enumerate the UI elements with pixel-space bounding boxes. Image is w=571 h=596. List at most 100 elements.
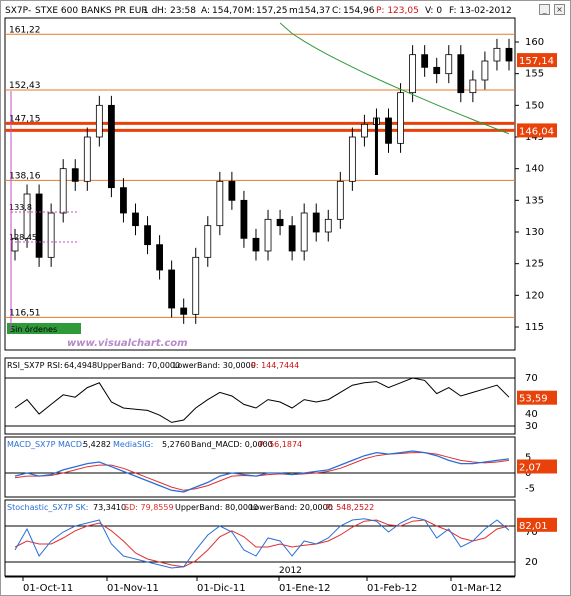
header-f: F: 13-02-2012 — [449, 6, 512, 16]
stoch-axis: 70 20 — [525, 527, 538, 568]
candle-body — [288, 225, 296, 252]
stoch-tick-label: 70 — [525, 527, 538, 538]
level-label: 152,43 — [9, 81, 41, 91]
header-mm-value: 154,37 — [299, 6, 331, 16]
candle-body — [192, 256, 200, 315]
macd-sig-label: MediaSIG: — [113, 440, 153, 449]
price-panel[interactable]: 160 155 150 145 140 135 130 125 120 115 161,22 152… — [4, 17, 557, 351]
header-mm-label: m: — [289, 6, 301, 16]
stoch-tick-label: 20 — [525, 557, 538, 568]
candle-body — [168, 269, 176, 309]
price-tick-label: 140 — [525, 164, 544, 175]
candle-body — [481, 60, 489, 81]
candle-body — [433, 66, 441, 75]
candle-body — [59, 168, 67, 214]
rsi-lower: LowerBand: 30,0000 — [173, 361, 256, 370]
rsi-tick-label: 70 — [525, 373, 538, 384]
level-price-tag-bg — [517, 123, 557, 138]
macd-tick-label: 0 — [525, 468, 531, 479]
x-tick-label: 01-Oct-11 — [23, 583, 73, 594]
stoch-upper: UpperBand: 80,0000 — [175, 503, 258, 512]
last-price-tag: 157,14 — [519, 56, 554, 67]
candle-body — [445, 54, 453, 75]
price-tick-label: 160 — [525, 37, 544, 48]
stoch-tag: 82,01 — [519, 521, 548, 532]
header-m-label: M: — [244, 6, 255, 16]
rsi-name: RSI_SX7P RSI: — [7, 361, 63, 370]
candle-body — [216, 180, 224, 227]
candle-body — [11, 237, 19, 252]
rsi-bands — [5, 377, 515, 427]
header-name: STXE 600 BANKS PR EUR — [35, 6, 148, 16]
rsi-tick-label: 40 — [525, 409, 538, 420]
level-label: 147,15 — [9, 114, 41, 124]
header-p: P: 123,05 — [376, 6, 419, 16]
candle-body — [132, 212, 139, 227]
stochastic-panel[interactable]: Stochastic_SX7P SK: 73,3410 SD: 79,8559 … — [4, 499, 557, 577]
moving-average-line — [279, 22, 510, 135]
header-a-value: 154,70 — [212, 6, 244, 16]
stoch-p: P: 548,2522 — [326, 503, 374, 512]
candle-body — [348, 136, 356, 182]
candle-body — [120, 187, 127, 214]
stoch-name: Stochastic_SX7P SK: — [7, 503, 88, 512]
stoch-sk-line — [14, 516, 510, 569]
candle-body — [180, 307, 188, 315]
candle-body — [144, 225, 151, 246]
candle-body — [361, 123, 368, 138]
year-label: 2012 — [279, 566, 302, 576]
stoch-lower: LowerBand: 20,0000 — [250, 503, 333, 512]
candle-body — [156, 244, 163, 271]
watermark: www.visualchart.com — [67, 338, 188, 349]
price-tick-label: 155 — [525, 69, 544, 80]
header-h-value: 23:58 — [170, 6, 196, 16]
candle-body — [252, 237, 260, 252]
header-c-label: C: — [332, 6, 341, 16]
rsi-tag: 53,59 — [519, 394, 548, 405]
candle-body — [421, 54, 429, 68]
header-c-value: 154,96 — [343, 6, 375, 16]
price-tick-label: 130 — [525, 227, 544, 238]
candle-body — [23, 193, 31, 239]
header-a-label: A: — [201, 6, 210, 16]
candles — [11, 38, 513, 324]
candle-body — [204, 225, 212, 258]
candle-body — [493, 47, 501, 62]
rsi-p: P: 144,7444 — [251, 361, 299, 370]
sin-ordenes-label: Sin órdenes — [10, 324, 57, 334]
rsi-tag-bg — [517, 390, 557, 405]
candle-body — [312, 212, 320, 233]
candle-body — [457, 54, 465, 94]
left-label-1: 133,8 — [9, 203, 32, 212]
candle-body — [276, 218, 284, 227]
candle-body — [83, 136, 91, 182]
macd-sig-value: 5,2760 — [162, 440, 190, 449]
candle-body — [336, 180, 344, 220]
rsi-tick-label: 30 — [525, 421, 538, 432]
close-icon[interactable]: × — [554, 4, 565, 15]
price-tick-label: 135 — [525, 195, 544, 206]
price-header: SX7P - STXE 600 BANKS PR EUR 1 d H: 23:5… — [5, 6, 512, 16]
time-axis: 01-Oct-11 01-Nov-11 01-Dic-11 01-Ene-12 01-F… — [5, 576, 515, 594]
macd-tick-label: -5 — [525, 484, 535, 495]
macd-line — [14, 450, 510, 493]
candle-body — [107, 104, 115, 189]
candle-body — [385, 117, 392, 144]
stoch-value: 73,3410 — [93, 503, 126, 512]
candle-body — [409, 54, 417, 94]
minimize-icon[interactable]: _ — [539, 4, 550, 15]
macd-tag-bg — [517, 459, 557, 474]
candle-body — [469, 79, 477, 94]
header-h-label: H: — [157, 6, 167, 16]
macd-panel[interactable]: MACD_SX7P MACD: 5,4282 MediaSIG: 5,2760 … — [4, 436, 557, 498]
candle-body — [505, 47, 513, 62]
rsi-panel[interactable]: RSI_SX7P RSI: 64,4948 UpperBand: 70,0000… — [4, 357, 557, 435]
candle-body — [240, 199, 248, 239]
x-tick-label: 01-Ene-12 — [279, 583, 330, 594]
macd-value: 5,4282 — [83, 440, 111, 449]
candle-body — [264, 218, 272, 252]
level-label: 161,22 — [9, 25, 41, 35]
